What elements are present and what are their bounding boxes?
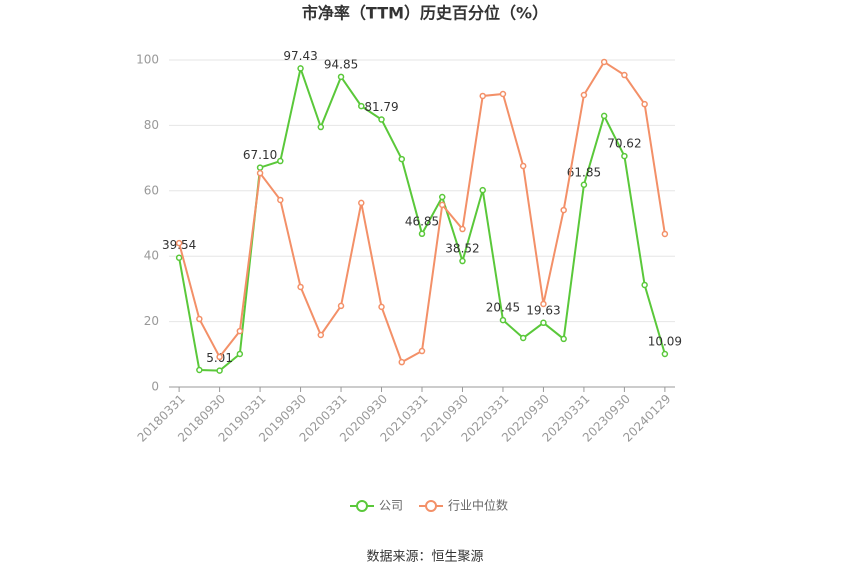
- legend-label: 行业中位数: [448, 498, 508, 513]
- data-point: [438, 193, 446, 201]
- data-label: 94.85: [324, 57, 358, 71]
- data-point: [560, 335, 567, 343]
- y-tick-label: 100: [136, 53, 159, 67]
- data-point: [661, 350, 669, 358]
- data-point: [337, 302, 345, 310]
- data-point: [398, 155, 406, 163]
- data-point: [277, 157, 284, 165]
- data-point: [418, 347, 426, 355]
- data-point: [621, 152, 628, 160]
- data-label: 38.52: [445, 242, 479, 256]
- data-point: [499, 316, 507, 324]
- data-point: [216, 367, 223, 374]
- legend-label: 公司: [379, 499, 403, 513]
- data-point: [459, 225, 466, 233]
- data-label: 20.45: [486, 301, 520, 315]
- data-point: [661, 230, 669, 238]
- y-tick-label: 80: [144, 118, 159, 132]
- data-point: [175, 239, 183, 247]
- data-label: 70.62: [607, 137, 641, 151]
- data-point: [519, 162, 527, 170]
- data-point: [196, 315, 203, 323]
- legend-marker: [425, 500, 438, 512]
- data-point: [337, 73, 345, 81]
- data-point: [459, 257, 466, 265]
- series-line: [178, 60, 666, 364]
- data-point: [175, 254, 183, 261]
- data-label: 97.43: [283, 49, 317, 63]
- data-point: [600, 112, 608, 120]
- data-point: [540, 300, 547, 308]
- y-tick-label: 20: [144, 314, 159, 328]
- data-point: [358, 199, 365, 207]
- legend-marker: [356, 500, 368, 512]
- data-point: [378, 116, 385, 123]
- data-point: [317, 331, 325, 339]
- data-point: [641, 281, 648, 289]
- data-point: [378, 303, 385, 311]
- data-point: [519, 334, 527, 342]
- data-point: [479, 92, 486, 100]
- data-label: 67.10: [243, 148, 277, 162]
- data-point: [479, 186, 486, 194]
- data-point: [256, 164, 264, 171]
- data-label: 10.09: [648, 335, 682, 349]
- data-point: [216, 353, 223, 361]
- y-tick-label: 40: [144, 249, 159, 263]
- data-point: [358, 102, 365, 110]
- data-point: [580, 181, 588, 189]
- data-point: [580, 91, 588, 99]
- data-point: [499, 90, 507, 98]
- data-point: [540, 319, 547, 327]
- data-point: [398, 358, 406, 366]
- data-point: [236, 327, 244, 335]
- y-tick-label: 60: [144, 183, 159, 197]
- data-point: [438, 201, 446, 209]
- data-point: [297, 65, 304, 72]
- data-label: 61.85: [567, 165, 601, 179]
- source-note: 数据来源：恒生聚源: [366, 550, 483, 565]
- data-point: [621, 71, 628, 79]
- data-label: 81.79: [364, 100, 398, 114]
- chart-title: 市净率（TTM）历史百分位（%）: [302, 4, 548, 23]
- y-tick-label: 0: [151, 380, 159, 394]
- data-point: [277, 196, 284, 204]
- data-point: [236, 350, 244, 358]
- data-point: [256, 169, 264, 177]
- data-point: [641, 100, 648, 108]
- data-point: [560, 206, 567, 214]
- data-point: [418, 230, 426, 238]
- data-point: [196, 366, 203, 374]
- data-label: 46.85: [405, 214, 439, 228]
- data-label: 19.63: [526, 303, 560, 317]
- data-point: [600, 58, 608, 66]
- data-point: [297, 283, 304, 291]
- data-point: [317, 123, 325, 131]
